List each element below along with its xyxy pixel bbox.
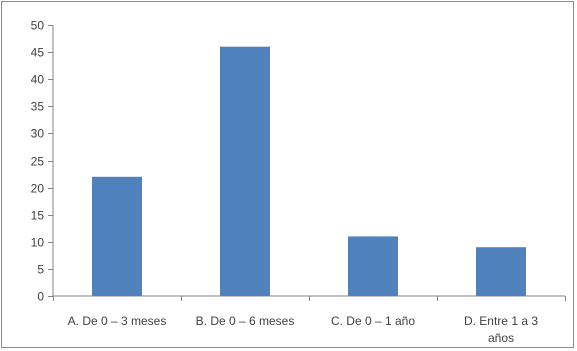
x-tick-label: A. De 0 – 3 meses xyxy=(68,314,167,328)
x-tick-label: D. Entre 1 a 3 xyxy=(464,314,538,328)
y-tick-label: 35 xyxy=(31,100,45,114)
y-tick-label: 5 xyxy=(37,263,44,277)
bar xyxy=(476,247,526,296)
y-tick-label: 0 xyxy=(37,290,44,304)
bar xyxy=(220,46,270,297)
bar xyxy=(92,176,142,296)
y-tick-label: 30 xyxy=(31,127,45,141)
y-axis-ticks: 0 5 10 15 20 25 30 35 40 45 50 xyxy=(31,19,53,304)
x-tick-label: años xyxy=(488,331,514,345)
x-tick-label: B. De 0 – 6 meses xyxy=(196,314,295,328)
chart-bars xyxy=(92,46,526,297)
y-tick-label: 45 xyxy=(31,46,45,60)
x-tick-label: C. De 0 – 1 año xyxy=(331,314,415,328)
x-axis-labels: A. De 0 – 3 meses B. De 0 – 6 meses C. De … xyxy=(68,314,539,345)
y-tick-label: 10 xyxy=(31,236,45,250)
y-tick-label: 40 xyxy=(31,73,45,87)
y-tick-label: 20 xyxy=(31,182,45,196)
y-tick-label: 15 xyxy=(31,209,45,223)
bar xyxy=(348,236,398,296)
y-tick-label: 50 xyxy=(31,19,45,33)
y-tick-label: 25 xyxy=(31,155,45,169)
